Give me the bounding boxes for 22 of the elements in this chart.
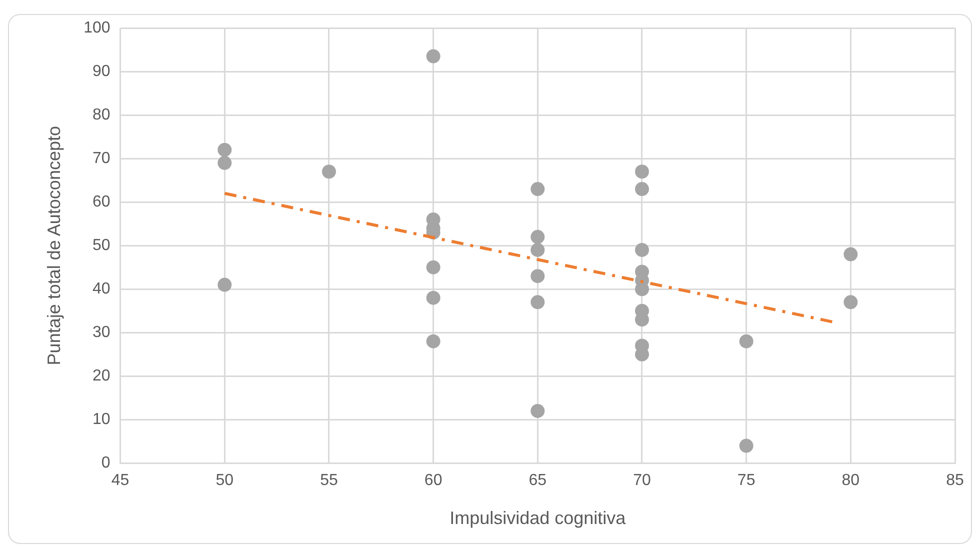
- y-tick-label: 80: [92, 106, 110, 124]
- y-tick-label: 70: [92, 150, 110, 167]
- y-tick-label: 60: [92, 193, 110, 210]
- x-tick-label: 50: [216, 472, 234, 490]
- y-tick-label: 90: [92, 62, 110, 80]
- x-tick-label: 80: [842, 472, 860, 490]
- x-tick-label: 75: [737, 472, 756, 490]
- x-axis-title: Impulsividad cognitiva: [450, 508, 627, 528]
- y-tick-label: 40: [92, 280, 110, 298]
- x-tick-label: 65: [528, 472, 547, 490]
- x-tick-label: 85: [946, 472, 964, 490]
- y-tick-label: 20: [92, 368, 110, 385]
- x-tick-label: 70: [633, 472, 651, 490]
- x-tick-label: 60: [424, 472, 442, 490]
- y-tick-label: 30: [92, 324, 110, 342]
- y-tick-label: 50: [92, 237, 110, 254]
- y-tick-label: 100: [84, 19, 110, 36]
- y-tick-label: 10: [92, 411, 110, 428]
- x-tick-label: 45: [111, 472, 130, 490]
- y-axis-title: Puntaje total de Autoconcepto: [44, 126, 64, 366]
- x-tick-label: 55: [320, 472, 338, 490]
- y-tick-label: 0: [101, 454, 110, 472]
